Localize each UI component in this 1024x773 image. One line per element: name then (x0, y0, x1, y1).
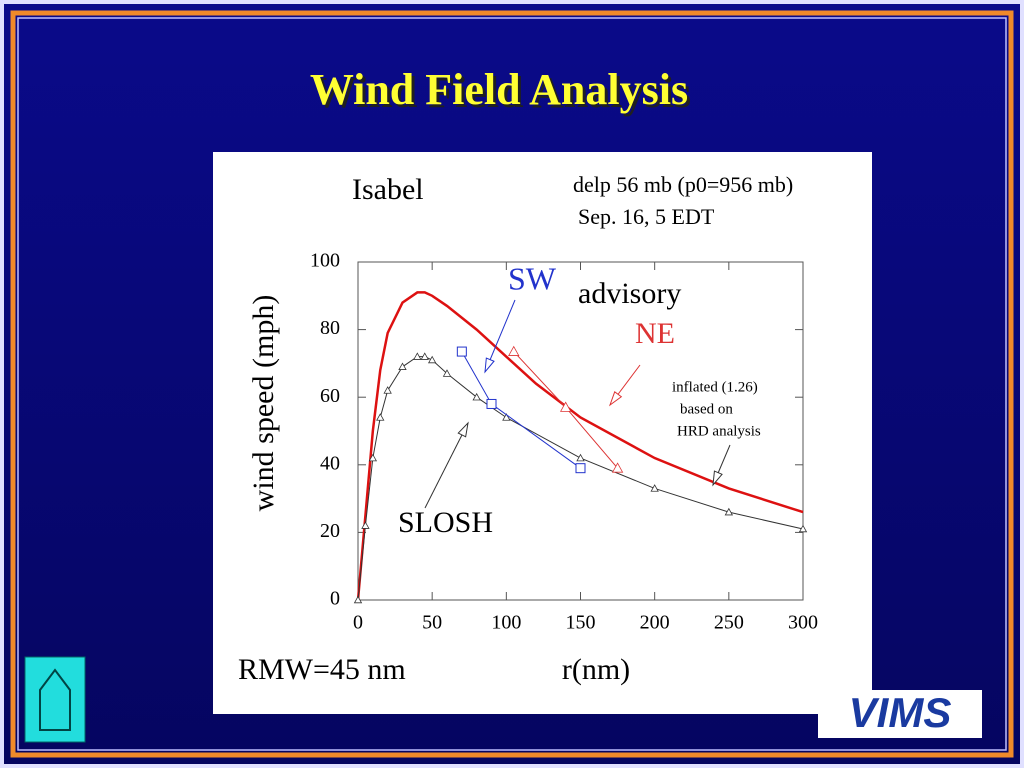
series-label: SW (508, 260, 557, 296)
slide-title: Wind Field Analysis (310, 65, 688, 114)
series-line (357, 356, 804, 601)
series-label: inflated (1.26) (672, 379, 758, 395)
marker (472, 392, 481, 401)
arrow-head (484, 357, 495, 374)
marker (383, 386, 392, 394)
marker (353, 595, 363, 604)
marker (798, 524, 808, 533)
x-tick-label: 150 (566, 612, 596, 634)
marker (611, 462, 624, 473)
marker (376, 413, 385, 421)
y-tick-label: 60 (320, 385, 340, 407)
annotation: Sep. 16, 5 EDT (578, 204, 715, 229)
y-tick-label: 20 (320, 520, 340, 542)
x-tick-label: 0 (353, 612, 363, 634)
arrow-head (608, 391, 623, 407)
seal-emblem (39, 668, 71, 731)
y-tick-label: 100 (310, 250, 340, 272)
x-axis-label: r(nm) (562, 653, 630, 686)
series-label: SLOSH (398, 506, 493, 539)
y-tick-label: 0 (330, 588, 340, 610)
y-tick-label: 40 (320, 452, 340, 474)
vims-logo-box (818, 690, 982, 738)
annotation: advisory (578, 277, 681, 310)
title-shadow: Wind Field Analysis (313, 68, 691, 117)
annotation: HRD analysis (677, 423, 761, 439)
marker (576, 453, 585, 462)
arrow-line (424, 422, 469, 509)
marker (442, 369, 452, 377)
annotation: based on (680, 401, 733, 417)
x-tick-label: 100 (491, 612, 521, 634)
marker (502, 413, 511, 421)
x-tick-label: 50 (422, 612, 442, 634)
marker (559, 401, 572, 412)
x-tick-label: 200 (640, 612, 670, 634)
marker (508, 345, 520, 356)
marker (361, 521, 370, 529)
annotation: RMW=45 nm (238, 653, 406, 686)
arrow-head (457, 421, 469, 438)
series-label: NE (635, 317, 675, 350)
x-tick-label: 250 (714, 612, 744, 634)
annotation: Isabel (352, 173, 424, 206)
marker (575, 463, 586, 474)
x-tick-label: 300 (788, 612, 818, 634)
plot: 0 50 100 150 200 250 300 0 20 40 60 80 100 r(nm) wind … (238, 172, 818, 686)
y-axis-label: wind speed (mph) (247, 295, 280, 512)
marker (456, 346, 467, 357)
slide-border-inner (17, 17, 1007, 751)
chart-panel (213, 152, 872, 714)
marker (427, 355, 437, 364)
marker (724, 507, 734, 516)
annotation: delp 56 mb (p0=956 mb) (573, 172, 793, 197)
marker (420, 352, 429, 360)
marker (398, 362, 407, 370)
slide-border (10, 10, 1014, 758)
marker (650, 484, 659, 492)
y-tick-label: 80 (320, 317, 340, 339)
marker (486, 398, 497, 409)
marker (413, 352, 422, 360)
arrow-head (712, 470, 723, 487)
vims-logo: VIMS (849, 689, 952, 736)
series-line (356, 291, 804, 601)
marker (368, 453, 378, 462)
